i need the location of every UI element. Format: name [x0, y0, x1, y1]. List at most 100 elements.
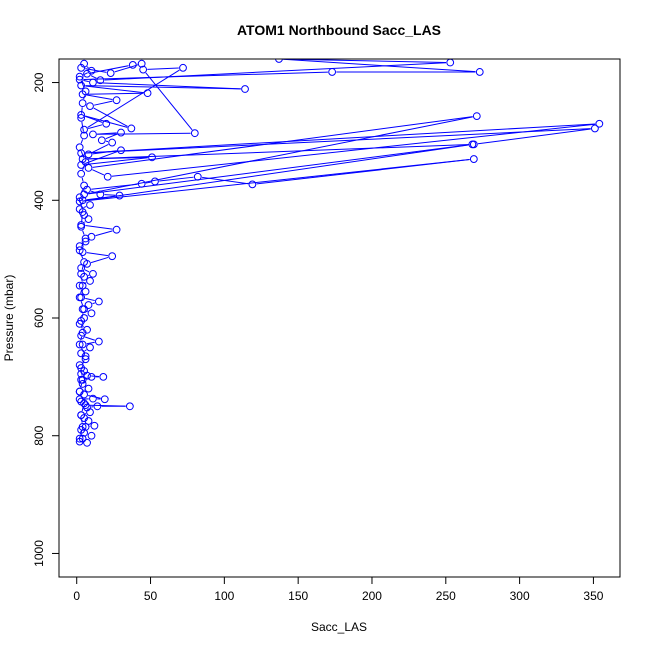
data-point [446, 59, 455, 67]
data-point [469, 155, 478, 163]
data-point [75, 281, 84, 290]
series-segment [81, 266, 84, 270]
data-point [89, 78, 97, 87]
data-point [78, 328, 87, 337]
series-segment [83, 80, 89, 83]
x-axis: 0 50 100 150 200 250 300 350 [73, 576, 604, 603]
data-point [78, 375, 87, 384]
series-segment [87, 69, 180, 128]
series-segment [84, 269, 90, 273]
data-point [75, 387, 84, 396]
data-point [77, 169, 86, 178]
data-point [87, 66, 96, 75]
series-segment [92, 150, 117, 155]
data-point [75, 242, 84, 251]
data-point [78, 99, 87, 108]
data-point [81, 401, 90, 410]
series-segment [84, 349, 87, 352]
series-layer [75, 59, 604, 447]
series-segment [93, 107, 128, 127]
data-point [100, 395, 109, 404]
data-point [78, 434, 87, 443]
series-segment [83, 71, 328, 80]
series-segment [84, 221, 86, 223]
data-point [75, 143, 84, 152]
x-tick-label: 200 [362, 589, 382, 603]
data-point [78, 422, 87, 431]
x-tick-label: 350 [583, 589, 603, 603]
series-segment [83, 159, 470, 202]
series-segment [145, 72, 193, 131]
data-point [595, 119, 604, 128]
data-point [75, 75, 84, 84]
data-point [117, 146, 125, 155]
series-segment [283, 59, 476, 73]
data-point [81, 234, 90, 243]
series-segment [477, 128, 591, 145]
data-point [83, 438, 91, 447]
data-point [127, 124, 136, 133]
series-segment [88, 124, 103, 130]
series-segment [283, 59, 447, 63]
series-segment [89, 404, 126, 407]
data-point [475, 68, 484, 76]
series-segment [84, 336, 96, 341]
data-point [241, 85, 249, 93]
data-point [137, 179, 146, 188]
data-point [75, 193, 84, 202]
data-point [99, 372, 108, 381]
series-segment [84, 151, 118, 164]
plot-region [58, 58, 621, 578]
data-point [148, 153, 156, 162]
series-segment [147, 67, 179, 70]
x-axis-label: Sacc_LAS [311, 620, 367, 634]
data-point [81, 87, 90, 96]
series-segment [85, 128, 591, 154]
data-point [80, 125, 88, 134]
data-point [80, 305, 88, 314]
data-point [108, 138, 117, 147]
data-point [469, 140, 478, 149]
x-tick-label: 300 [510, 589, 530, 603]
data-point [90, 421, 99, 430]
series-segment [86, 94, 113, 100]
data-point [77, 81, 86, 90]
data-point [84, 150, 93, 159]
series-segment [85, 225, 113, 230]
data-point [75, 395, 84, 404]
data-point [137, 59, 146, 68]
data-point [86, 102, 94, 110]
data-point [86, 343, 94, 352]
series-segment [84, 115, 103, 123]
series-0 [75, 59, 604, 447]
data-point [93, 402, 102, 411]
data-point [89, 269, 97, 278]
series-segment [82, 230, 85, 235]
series-segment [80, 151, 85, 159]
data-point [125, 402, 134, 411]
data-point [87, 431, 96, 440]
data-point [112, 96, 121, 105]
series-segment [85, 85, 144, 94]
data-point [75, 434, 84, 443]
data-point [139, 65, 148, 74]
series-segment [92, 144, 109, 153]
y-tick-label: 200 [32, 72, 46, 92]
series-segment [85, 85, 241, 90]
data-point [102, 119, 111, 128]
y-axis-label: Pressure (mbar) [2, 275, 16, 362]
data-point [75, 340, 84, 349]
data-point [78, 340, 87, 349]
data-point [248, 180, 257, 189]
series-segment [97, 132, 191, 135]
series-segment [83, 144, 469, 202]
data-point [275, 59, 283, 63]
data-point [77, 149, 86, 158]
data-point [75, 293, 84, 302]
y-tick-label: 600 [32, 308, 46, 328]
series-segment [83, 206, 87, 209]
series-segment [104, 62, 447, 81]
series-segment [145, 181, 151, 184]
data-point [94, 297, 103, 306]
